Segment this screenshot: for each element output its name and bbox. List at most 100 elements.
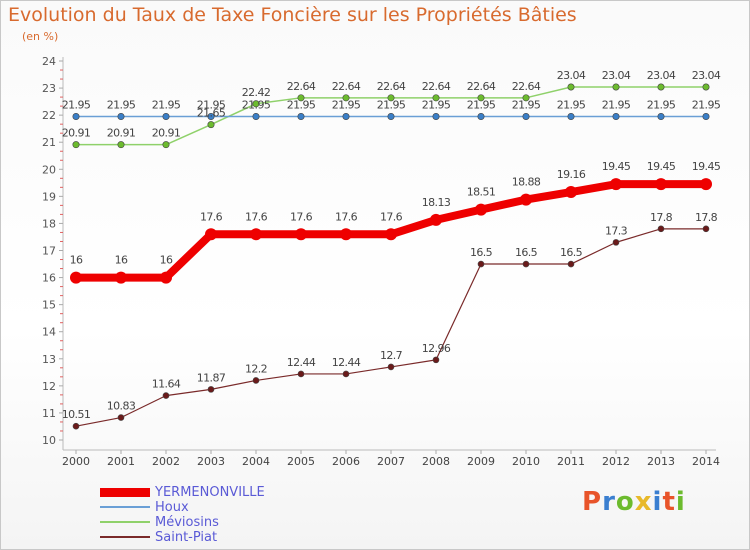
data-label: 16 [115,254,128,267]
data-point [297,112,305,120]
data-label: 17.6 [380,210,403,223]
data-point [702,112,710,120]
data-label: 22.64 [287,80,316,93]
data-label: 18.13 [422,196,451,209]
y-tick-label: 18 [42,217,56,230]
proxiti-logo: Proxiti [582,487,686,517]
x-tick-label: 2010 [512,455,540,468]
data-label: 18.88 [512,176,541,189]
legend-item: Saint-Piat [100,530,217,545]
logo-letter: x [634,487,653,517]
series-saint-piat [72,225,710,430]
y-tick-label: 10 [42,434,56,447]
data-label: 12.96 [422,342,451,355]
data-label: 12.44 [332,356,361,369]
data-label: 17.6 [200,210,223,223]
data-point [117,414,125,421]
data-point [342,94,350,102]
data-label: 16 [70,254,83,267]
logo-letter: r [602,487,616,517]
data-point [117,141,125,149]
data-label: 12.7 [380,349,403,362]
data-label: 21.95 [422,98,451,111]
x-tick-label: 2006 [332,455,360,468]
data-label: 19.16 [557,168,586,181]
data-label: 17.8 [695,211,718,224]
y-tick-label: 17 [42,245,56,258]
data-point [565,186,577,199]
data-point [612,112,620,120]
data-point [162,112,170,120]
legend-label: YERMENONVILLE [155,484,265,500]
data-label: 21.95 [197,98,226,111]
data-label: 21.95 [377,98,406,111]
data-point [477,112,485,120]
data-label: 17.6 [290,210,313,223]
series-houx [72,112,710,120]
y-tick-label: 24 [42,55,56,68]
series-m-viosins [72,83,710,149]
legend-item: Méviosins [100,515,219,530]
data-label: 21.95 [647,98,676,111]
y-tick-label: 11 [42,407,56,420]
legend-item: Houx [100,499,189,515]
data-point [297,370,305,378]
data-point [72,141,80,149]
data-label: 20.91 [62,127,91,140]
data-point [387,112,395,120]
x-tick-label: 2003 [197,455,225,468]
data-point [162,392,170,399]
data-label: 17.3 [605,224,628,237]
data-label: 16.5 [515,246,538,259]
data-label: 16.5 [560,246,583,259]
data-label: 11.87 [197,371,226,384]
data-label: 23.04 [602,69,631,82]
data-point [702,83,710,91]
y-tick-label: 19 [42,190,56,203]
y-tick-label: 20 [42,163,56,176]
data-label: 22.64 [377,80,406,93]
data-point [567,260,575,268]
data-point [72,112,80,120]
data-point [252,112,260,120]
data-point [612,239,620,246]
data-point [295,228,307,241]
data-point [252,100,260,108]
data-label: 19.45 [602,160,631,173]
legend-item: YERMENONVILLE [100,484,265,500]
data-point [207,121,215,129]
data-point [207,112,215,120]
legend-label: Houx [155,499,189,515]
data-point [702,225,710,233]
data-label: 22.42 [242,86,271,99]
data-point [340,228,352,241]
data-label: 21.95 [557,98,586,111]
y-tick-label: 14 [42,326,56,339]
x-tick-label: 2005 [287,455,315,468]
data-point [205,228,217,241]
x-tick-label: 2008 [422,455,450,468]
data-point [432,94,440,102]
data-label: 23.04 [557,69,586,82]
data-point [657,83,665,91]
y-tick-label: 13 [42,353,56,366]
data-label: 12.44 [287,356,316,369]
data-label: 20.91 [152,127,181,140]
data-label: 22.64 [467,80,496,93]
data-point [160,271,172,284]
data-label: 20.91 [107,127,136,140]
x-tick-label: 2002 [152,455,180,468]
x-tick-label: 2014 [692,455,720,468]
data-label: 21.95 [467,98,496,111]
legend-swatch [100,487,150,497]
data-point [342,370,350,378]
x-tick-label: 2009 [467,455,495,468]
data-point [522,94,530,102]
logo-letter: P [582,487,603,517]
data-label: 21.95 [152,98,181,111]
x-tick-label: 2004 [242,455,270,468]
data-label: 18.51 [467,186,496,199]
logo-letter: i [652,487,663,517]
